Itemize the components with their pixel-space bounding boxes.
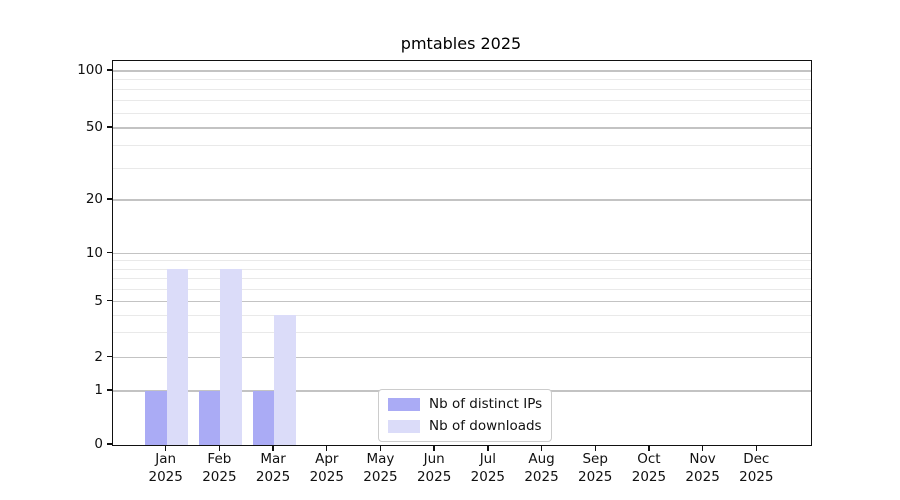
x-label-month-feb: Feb — [207, 451, 232, 467]
gridline-major-50 — [113, 127, 811, 129]
x-label-month-jun: Jun — [423, 451, 445, 467]
x-label-year-apr: 2025 — [309, 468, 344, 485]
y-axis-tick-label-1: 1 — [94, 382, 103, 398]
x-axis-tick-label-may: May 2025 — [338, 451, 422, 486]
x-label-month-sep: Sep — [582, 451, 608, 467]
x-label-year-aug: 2025 — [524, 468, 559, 485]
y-axis-tick-label-10: 10 — [85, 244, 103, 261]
bar-nb-of-distinct-ips-jan — [145, 391, 167, 445]
x-label-month-may: May — [366, 451, 395, 467]
bar-nb-of-distinct-ips-feb — [198, 391, 221, 445]
x-label-month-apr: Apr — [315, 451, 339, 467]
y-axis-tick-label-100: 100 — [77, 61, 103, 78]
gridline-minor-70 — [113, 99, 811, 101]
gridline-major-10 — [113, 253, 811, 255]
y-axis-tick-mark-2 — [107, 355, 112, 358]
chart-title: pmtables 2025 — [400, 34, 522, 53]
x-axis-tick-mark-oct — [648, 445, 650, 451]
x-label-year-jul: 2025 — [470, 468, 506, 485]
gridline-major-20 — [113, 199, 811, 201]
x-label-year-mar: 2025 — [255, 468, 291, 485]
legend-label-distinct-ips: Nb of distinct IPs — [429, 396, 543, 412]
y-axis-tick-label-2: 2 — [94, 348, 103, 365]
y-axis-tick-mark-100 — [107, 69, 112, 71]
x-axis-tick-label-sep: Sep 2025 — [553, 451, 637, 486]
gridline-minor-90 — [113, 79, 811, 81]
x-label-month-jul: Jul — [479, 451, 496, 467]
gridline-minor-6 — [113, 288, 811, 290]
bar-nb-of-downloads-feb — [220, 269, 242, 445]
x-axis-tick-label-apr: Apr 2025 — [285, 451, 369, 486]
gridline-minor-40 — [113, 145, 811, 147]
legend-item-distinct-ips: Nb of distinct IPs — [388, 395, 542, 414]
x-label-year-dec: 2025 — [739, 468, 774, 485]
bar-nb-of-distinct-ips-mar — [252, 391, 275, 445]
gridline-major-100 — [113, 70, 811, 72]
x-axis-tick-label-mar: Mar 2025 — [231, 451, 315, 486]
gridline-major-5 — [113, 301, 811, 303]
y-axis-tick-label-20: 20 — [85, 191, 103, 207]
x-label-year-jan: 2025 — [148, 468, 183, 485]
x-label-year-nov: 2025 — [685, 468, 720, 485]
gridline-minor-4 — [113, 314, 811, 316]
x-label-month-aug: Aug — [528, 451, 555, 467]
x-axis-tick-label-jun: Jun 2025 — [392, 451, 476, 486]
x-label-month-nov: Nov — [689, 451, 716, 467]
x-label-year-oct: 2025 — [631, 468, 667, 485]
gridline-minor-9 — [113, 260, 811, 262]
gridline-minor-7 — [113, 277, 811, 279]
y-axis-tick-label-0: 0 — [94, 436, 103, 452]
x-axis-tick-label-jul: Jul 2025 — [446, 451, 530, 486]
x-axis-tick-mark-jun — [433, 445, 435, 451]
x-label-year-may: 2025 — [363, 468, 398, 485]
x-axis-tick-mark-jul — [487, 445, 489, 451]
gridline-major-2 — [113, 357, 811, 359]
y-axis-tick-mark-20 — [107, 198, 112, 200]
x-label-month-jan: Jan — [155, 451, 177, 467]
x-axis-tick-label-jan: Jan 2025 — [124, 451, 208, 486]
gridline-minor-3 — [113, 332, 811, 334]
legend-swatch-downloads-icon — [388, 419, 420, 434]
x-label-month-dec: Dec — [743, 451, 770, 467]
legend-label-downloads: Nb of downloads — [429, 418, 542, 434]
x-axis-tick-mark-feb — [218, 445, 221, 451]
y-axis-tick-mark-10 — [107, 251, 112, 254]
gridline-minor-8 — [113, 268, 811, 270]
x-axis-tick-mark-may — [379, 445, 382, 451]
gridline-minor-80 — [113, 88, 811, 90]
x-axis-tick-mark-apr — [326, 445, 328, 451]
bar-nb-of-downloads-jan — [166, 269, 189, 445]
x-label-year-sep: 2025 — [578, 468, 613, 485]
x-label-year-jun: 2025 — [416, 468, 452, 485]
legend: Nb of distinct IPs Nb of downloads — [378, 389, 553, 442]
x-axis-tick-mark-mar — [272, 445, 274, 451]
legend-item-downloads: Nb of downloads — [388, 417, 542, 436]
x-axis-tick-label-oct: Oct 2025 — [607, 451, 691, 486]
x-axis-tick-label-aug: Aug 2025 — [500, 451, 584, 486]
x-label-month-mar: Mar — [260, 451, 286, 467]
y-axis-tick-label-50: 50 — [85, 119, 103, 135]
legend-swatch-distinct-ips-icon — [388, 397, 420, 412]
x-label-month-oct: Oct — [637, 451, 661, 467]
y-axis-tick-mark-1 — [107, 389, 112, 391]
y-axis-tick-mark-50 — [107, 126, 112, 128]
x-axis-tick-label-dec: Dec 2025 — [714, 451, 798, 486]
x-axis-tick-mark-nov — [701, 445, 704, 451]
y-axis-tick-label-5: 5 — [94, 292, 103, 309]
x-axis-tick-mark-dec — [755, 445, 757, 451]
x-axis-tick-mark-aug — [540, 445, 543, 451]
gridline-minor-30 — [113, 167, 811, 169]
plot-area — [112, 60, 812, 446]
bar-nb-of-downloads-mar — [274, 315, 296, 445]
y-axis-tick-mark-0 — [107, 443, 112, 445]
x-axis-tick-label-feb: Feb 2025 — [177, 451, 261, 486]
x-axis-tick-mark-jan — [164, 445, 167, 451]
x-axis-tick-mark-sep — [594, 445, 596, 451]
x-axis-tick-label-nov: Nov 2025 — [661, 451, 745, 486]
y-axis-tick-mark-5 — [107, 299, 112, 302]
x-label-year-feb: 2025 — [202, 468, 237, 485]
gridline-minor-60 — [113, 112, 811, 114]
